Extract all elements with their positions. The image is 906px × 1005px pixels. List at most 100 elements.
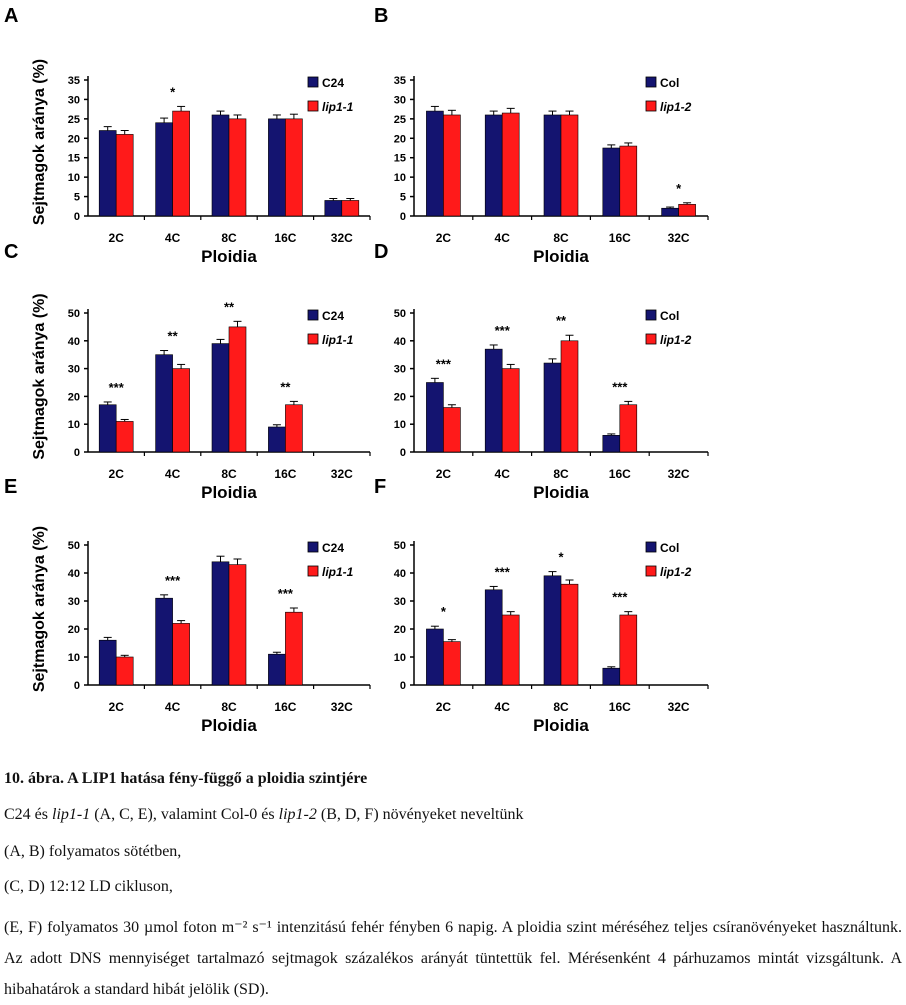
bar-lip1-1 [115, 656, 134, 686]
x-tick-label: 8C [221, 700, 237, 714]
panel-letter: C [4, 241, 18, 263]
caption-line-genotypes: C24 és lip1-1 (A, C, E), valamint Col-0 … [4, 806, 902, 824]
panel-letter: E [4, 476, 17, 498]
bar-col [602, 147, 621, 217]
legend-label: Col [660, 76, 679, 90]
y-axis-label: Sejtmagok aránya (%) [31, 526, 48, 692]
y-tick-label: 20 [394, 624, 406, 636]
legend-label: lip1-1 [322, 565, 354, 579]
y-tick-label: 50 [68, 308, 80, 320]
bar-lip1-1 [172, 110, 190, 217]
y-tick-label: 35 [394, 75, 406, 87]
legend-swatch [307, 309, 319, 321]
bar-c24 [98, 130, 117, 217]
bar-col [543, 362, 562, 453]
y-tick-label: 30 [394, 94, 406, 106]
bar-lip1-2 [443, 114, 461, 217]
significance-mark: ** [556, 313, 567, 328]
x-tick-label: 2C [436, 231, 452, 245]
bar-lip1-2 [619, 145, 638, 217]
x-tick-label: 16C [274, 467, 296, 481]
x-tick-label: 32C [668, 231, 690, 245]
bar-c24 [211, 343, 230, 453]
y-tick-label: 30 [394, 364, 406, 376]
bar-lip1-2 [560, 583, 579, 686]
bar-c24 [268, 653, 286, 686]
y-tick-label: 0 [74, 447, 80, 459]
significance-mark: *** [612, 379, 628, 394]
bar-lip1-1 [228, 326, 247, 453]
bar-lip1-2 [443, 407, 461, 453]
bar-c24 [155, 597, 173, 686]
bar-lip1-2 [560, 340, 579, 453]
x-axis-label: Ploidia [201, 483, 257, 502]
y-tick-label: 0 [400, 680, 406, 692]
x-tick-label: 32C [668, 467, 690, 481]
y-tick-label: 30 [394, 596, 406, 608]
bar-lip1-1 [115, 421, 134, 453]
y-tick-label: 50 [394, 540, 406, 552]
significance-mark: *** [495, 323, 511, 338]
y-tick-label: 20 [68, 624, 80, 636]
x-tick-label: 8C [221, 231, 237, 245]
bar-c24 [211, 561, 230, 686]
panel-letter: B [374, 5, 388, 27]
x-tick-label: 8C [221, 467, 237, 481]
x-tick-label: 16C [609, 231, 631, 245]
significance-mark: *** [109, 380, 125, 395]
bar-c24 [98, 404, 117, 453]
y-tick-label: 0 [400, 211, 406, 223]
y-tick-label: 20 [394, 133, 406, 145]
y-tick-label: 50 [68, 540, 80, 552]
caption-text: C24 és [4, 806, 52, 823]
bar-col [484, 348, 503, 453]
x-tick-label: 16C [609, 700, 631, 714]
y-tick-label: 10 [394, 419, 406, 431]
bar-lip1-1 [172, 623, 190, 686]
legend-swatch [307, 76, 319, 88]
bar-col [543, 114, 562, 217]
y-tick-label: 0 [74, 680, 80, 692]
significance-mark: ** [168, 329, 179, 344]
x-tick-label: 16C [609, 467, 631, 481]
x-tick-label: 16C [274, 700, 296, 714]
legend-swatch [307, 541, 319, 553]
legend-swatch [307, 333, 319, 345]
y-tick-label: 0 [400, 447, 406, 459]
legend-swatch [645, 565, 657, 577]
bar-c24 [268, 426, 286, 453]
significance-mark: ** [224, 299, 235, 314]
y-tick-label: 25 [68, 114, 80, 126]
x-axis-label: Ploidia [201, 247, 257, 266]
legend-swatch [645, 541, 657, 553]
bar-col [484, 114, 503, 217]
y-axis-label: Sejtmagok aránya (%) [31, 59, 48, 225]
bar-c24 [98, 639, 117, 686]
y-tick-label: 40 [68, 336, 80, 348]
bar-lip1-1 [285, 118, 303, 217]
legend-label: lip1-2 [660, 333, 692, 347]
bar-c24 [211, 114, 230, 217]
y-tick-label: 5 [400, 192, 406, 204]
bar-col [543, 575, 562, 686]
bar-c24 [324, 200, 343, 217]
bar-lip1-1 [228, 564, 247, 686]
y-tick-label: 40 [394, 336, 406, 348]
y-tick-label: 0 [74, 211, 80, 223]
legend-swatch [645, 76, 657, 88]
legend-label: C24 [322, 541, 344, 555]
significance-mark: ** [280, 379, 291, 394]
significance-mark: * [441, 604, 447, 619]
caption-text: (A, C, E), valamint Col-0 és [90, 806, 279, 823]
panel-letter: D [374, 241, 388, 263]
significance-mark: *** [495, 564, 511, 579]
caption-line-light: (E, F) folyamatos 30 µmol foton m⁻² s⁻¹ … [4, 919, 902, 998]
bar-col [661, 207, 679, 217]
y-tick-label: 10 [68, 172, 80, 184]
significance-mark: *** [612, 590, 628, 605]
y-tick-label: 15 [394, 153, 406, 165]
x-tick-label: 2C [436, 700, 452, 714]
x-tick-label: 2C [109, 467, 125, 481]
significance-mark: * [170, 84, 176, 99]
x-tick-label: 4C [495, 231, 511, 245]
